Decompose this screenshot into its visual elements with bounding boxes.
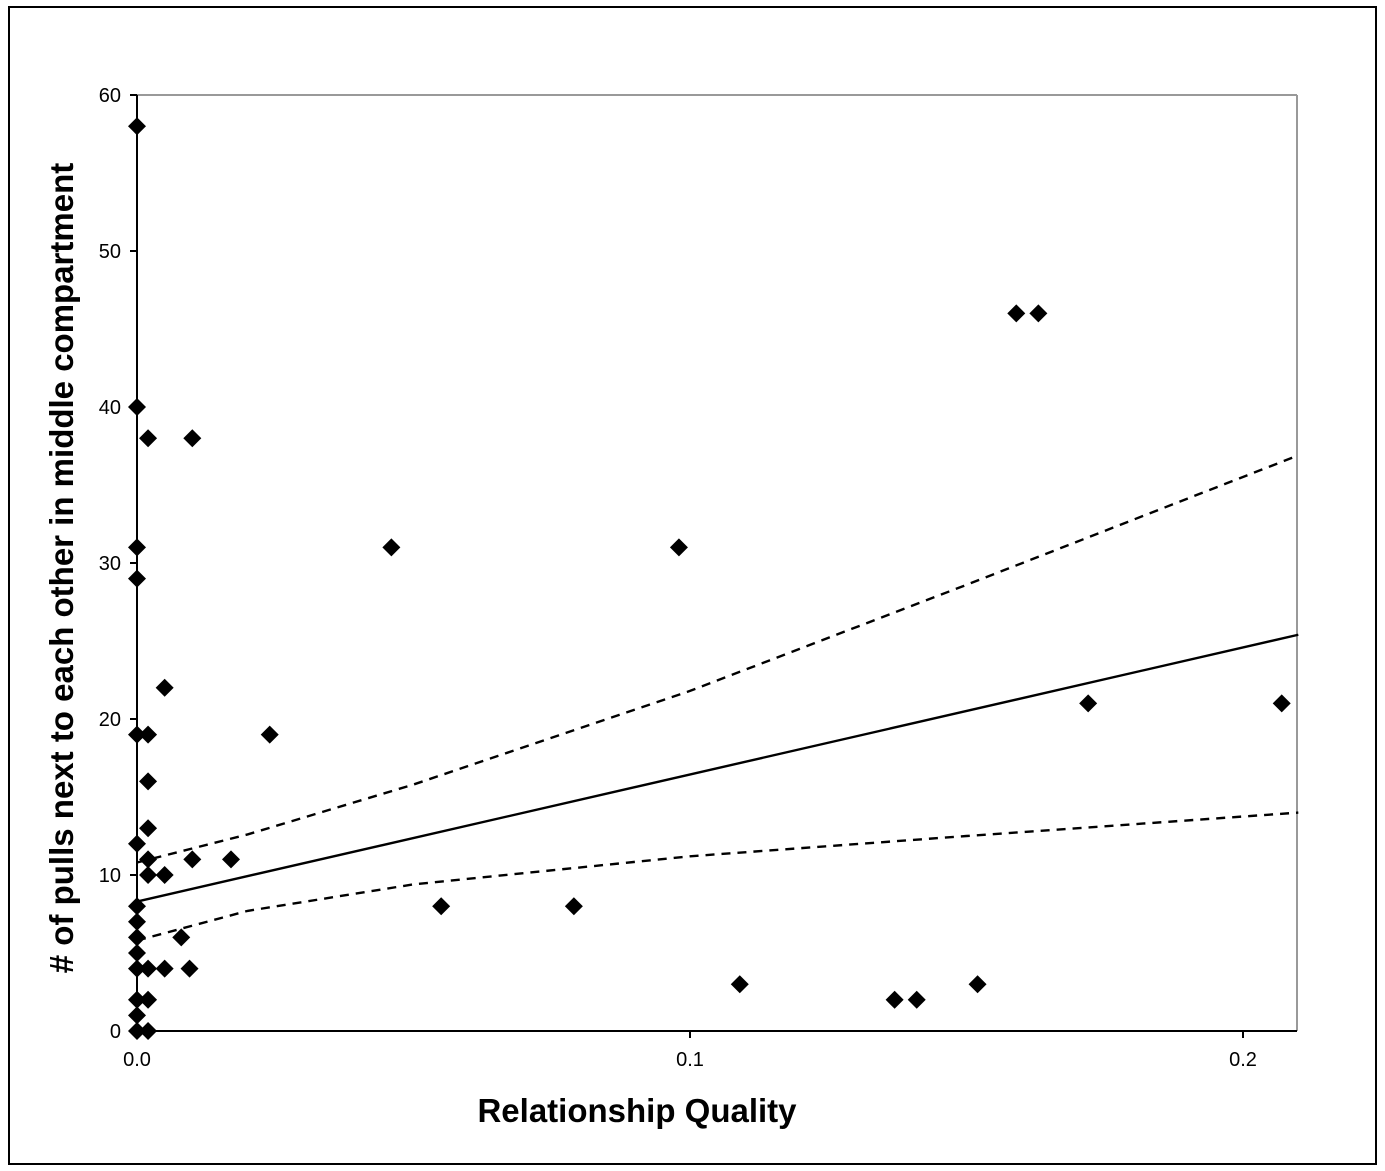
data-point (222, 850, 241, 869)
x-axis-ticks: 0.0 0.1 0.2 (123, 1031, 1257, 1071)
data-point (128, 1022, 146, 1040)
confidence-lower-line (136, 811, 1299, 942)
y-tick-label: 40 (99, 397, 121, 419)
data-point (1079, 694, 1098, 713)
data-point (155, 866, 174, 884)
data-point (155, 678, 174, 697)
y-tick-label: 0 (110, 1021, 121, 1043)
data-point (128, 912, 146, 931)
x-tick-label: 0.0 (123, 1049, 151, 1071)
data-point (128, 398, 146, 416)
data-point (564, 897, 583, 916)
data-point (139, 1022, 158, 1040)
data-point (382, 538, 401, 557)
data-point (432, 897, 451, 916)
data-point (139, 959, 158, 978)
y-axis-title: # of pulls next to each other in middle … (43, 163, 80, 973)
x-tick-label: 0.2 (1229, 1049, 1257, 1071)
x-axis-title: Relationship Quality (477, 1092, 797, 1129)
regression-line (136, 633, 1299, 903)
data-point (183, 850, 202, 869)
data-point (172, 928, 191, 947)
data-point (128, 1006, 146, 1025)
y-tick-label: 20 (99, 709, 121, 731)
data-point (139, 866, 158, 884)
data-point (1272, 694, 1291, 713)
confidence-upper-line (136, 454, 1299, 864)
data-point (128, 725, 146, 744)
data-point (128, 959, 146, 978)
data-point (180, 959, 199, 978)
y-tick-label: 50 (99, 241, 121, 263)
data-point (1029, 304, 1048, 323)
y-axis-ticks: 0 10 20 30 40 50 60 (99, 85, 137, 1043)
data-point (907, 990, 926, 1009)
data-point (885, 990, 904, 1009)
data-point (183, 429, 202, 448)
data-point (730, 975, 749, 994)
data-point (139, 772, 158, 791)
data-point (128, 990, 146, 1009)
fit-lines (136, 454, 1299, 942)
data-point (128, 897, 146, 916)
data-point (139, 990, 158, 1009)
data-point (128, 569, 146, 588)
data-point (128, 538, 146, 557)
y-tick-label: 10 (99, 865, 121, 887)
data-point (128, 834, 146, 853)
data-point (968, 975, 987, 994)
data-point (139, 429, 158, 448)
figure-frame (8, 6, 1377, 1165)
y-tick-label: 60 (99, 85, 121, 107)
data-point (155, 959, 174, 978)
data-points (128, 117, 1291, 1040)
data-point (128, 944, 146, 962)
data-point (128, 117, 146, 136)
data-point (139, 819, 158, 838)
data-point (128, 928, 146, 947)
data-point (669, 538, 688, 557)
y-tick-label: 30 (99, 553, 121, 575)
data-point (139, 725, 158, 744)
plot-border (136, 94, 1298, 1032)
x-tick-label: 0.1 (676, 1049, 704, 1071)
data-point (260, 725, 279, 744)
data-point (139, 850, 158, 869)
data-point (1007, 304, 1026, 323)
